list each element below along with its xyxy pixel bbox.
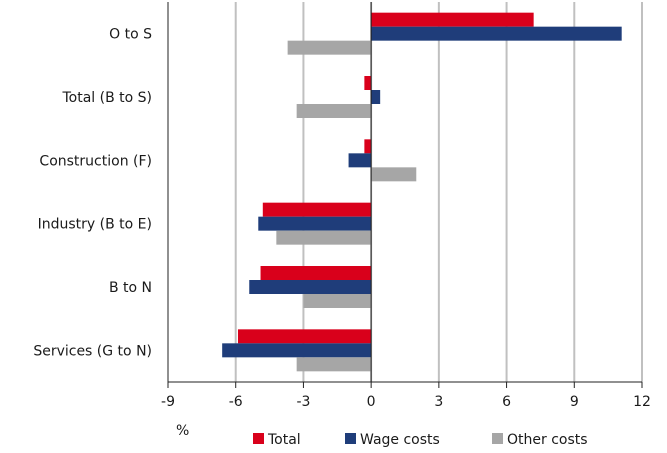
category-label-2: Construction (F)	[39, 153, 152, 169]
x-tick-label-6: 9	[570, 394, 579, 410]
bar-4-1	[249, 280, 372, 294]
bar-5-1	[222, 343, 372, 358]
legend-swatch-0	[253, 433, 264, 444]
category-label-4: B to N	[109, 280, 152, 296]
category-label-1: Total (B to S)	[61, 90, 152, 106]
bar-3-1	[258, 216, 372, 231]
bar-2-2	[371, 167, 417, 182]
bar-4-2	[303, 294, 372, 308]
bar-4-0	[260, 266, 372, 280]
bar-5-0	[237, 329, 372, 344]
bar-0-0	[371, 12, 534, 27]
bar-1-0	[364, 76, 372, 90]
category-label-3: Industry (B to E)	[38, 217, 152, 233]
x-tick-label-4: 3	[434, 394, 443, 410]
bars	[222, 12, 622, 372]
bar-5-2	[296, 357, 372, 372]
bar-2-0	[364, 139, 372, 154]
x-tick-label-3: 0	[367, 394, 376, 410]
gridlines	[234, 2, 643, 382]
x-tick-label-2: -3	[296, 394, 310, 410]
legend-label-2: Other costs	[507, 432, 588, 448]
bar-2-1	[348, 153, 372, 168]
legend: Total Wage costs Other costs	[253, 432, 588, 448]
legend-swatch-2	[492, 433, 503, 444]
x-axis: -9 -6 -3 0 3 6 9 12	[161, 2, 651, 410]
bar-1-1	[371, 90, 381, 104]
legend-label-0: Total	[267, 432, 301, 448]
bar-0-1	[371, 26, 622, 41]
category-label-0: O to S	[109, 27, 152, 43]
x-tick-label-0: -9	[161, 394, 175, 410]
legend-swatch-1	[345, 433, 356, 444]
x-tick-label-1: -6	[229, 394, 243, 410]
category-label-5: Services (G to N)	[33, 343, 152, 359]
x-unit-label: %	[176, 423, 189, 439]
x-tick-label-5: 6	[502, 394, 511, 410]
x-tick-label-7: 12	[633, 394, 651, 410]
bar-3-0	[262, 202, 372, 217]
category-labels: O to S Total (B to S) Construction (F) Indu…	[33, 27, 152, 360]
bar-3-2	[276, 230, 372, 245]
bar-0-2	[287, 40, 372, 55]
bar-1-2	[296, 104, 372, 118]
legend-label-1: Wage costs	[360, 432, 440, 448]
